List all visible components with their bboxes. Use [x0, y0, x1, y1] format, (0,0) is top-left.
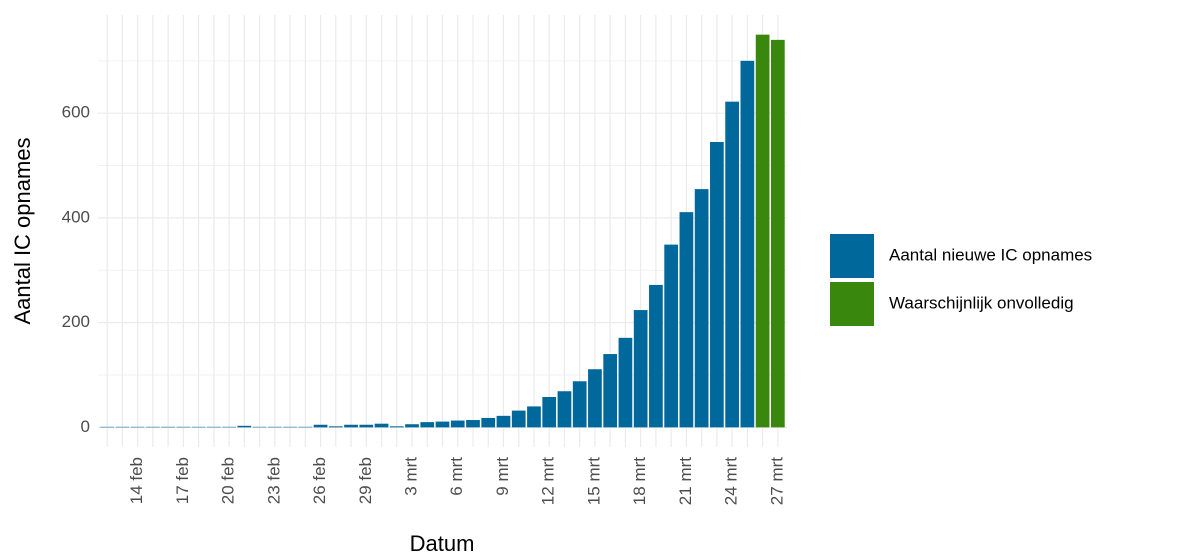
bar — [405, 424, 419, 428]
bar — [740, 60, 755, 428]
legend-key — [830, 234, 874, 278]
bar — [267, 426, 282, 428]
bar — [191, 426, 206, 428]
x-tick-label: 6 mrt — [447, 457, 466, 496]
bar — [557, 391, 572, 428]
bar — [252, 426, 267, 428]
bar — [664, 244, 679, 428]
bar — [511, 410, 526, 428]
y-tick-label: 400 — [62, 207, 90, 226]
y-tick-label: 600 — [62, 103, 90, 122]
bar — [496, 415, 511, 428]
x-tick-label: 14 feb — [127, 457, 146, 504]
bar — [298, 426, 313, 428]
bar — [359, 424, 374, 428]
x-tick-label: 24 mrt — [722, 457, 741, 505]
bar — [389, 426, 404, 428]
bar — [710, 141, 724, 428]
x-tick-label: 17 feb — [173, 457, 192, 504]
bar — [435, 421, 450, 428]
x-tick-label: 15 mrt — [584, 457, 603, 505]
bar — [237, 425, 252, 428]
bar — [527, 406, 541, 428]
bar — [344, 424, 358, 428]
x-tick-label: 26 feb — [310, 457, 329, 504]
bar — [542, 396, 557, 428]
bar — [755, 34, 770, 428]
y-axis-title: Aantal IC opnames — [10, 137, 35, 324]
x-axis-title: Datum — [410, 531, 475, 556]
bar — [146, 426, 160, 428]
bar — [420, 422, 435, 428]
bar — [725, 101, 739, 428]
x-tick-label: 12 mrt — [539, 457, 558, 505]
bar — [450, 420, 465, 428]
bar — [206, 426, 221, 428]
bar — [466, 420, 480, 428]
bar — [222, 426, 236, 428]
legend-text: Aantal nieuwe IC opnames — [889, 245, 1092, 264]
bar — [115, 426, 130, 428]
bar — [161, 426, 175, 428]
x-tick-label: 3 mrt — [401, 457, 420, 496]
bar — [176, 426, 191, 428]
bar — [130, 426, 145, 428]
legend-text: Waarschijnlijk onvolledig — [889, 293, 1074, 312]
bar — [694, 189, 709, 428]
x-tick-label: 20 feb — [219, 457, 238, 504]
bar — [328, 426, 343, 428]
bar — [283, 426, 297, 428]
x-tick-label: 29 feb — [356, 457, 375, 504]
bar — [603, 354, 618, 428]
bar — [572, 381, 587, 428]
x-tick-label: 23 feb — [264, 457, 283, 504]
y-tick-label: 200 — [62, 312, 90, 331]
x-tick-label: 21 mrt — [676, 457, 695, 505]
x-tick-label: 27 mrt — [767, 457, 786, 505]
bar — [374, 423, 389, 428]
bar — [770, 39, 785, 428]
bar — [649, 284, 663, 428]
bar — [313, 424, 328, 428]
bar — [633, 310, 648, 428]
bar — [100, 426, 115, 428]
x-tick-label: 18 mrt — [630, 457, 649, 505]
legend-key — [830, 282, 874, 326]
bar — [679, 212, 694, 428]
y-tick-label: 0 — [81, 417, 90, 436]
x-tick-label: 9 mrt — [493, 457, 512, 496]
bar — [481, 417, 496, 428]
bar — [588, 369, 602, 428]
bar — [618, 337, 633, 428]
